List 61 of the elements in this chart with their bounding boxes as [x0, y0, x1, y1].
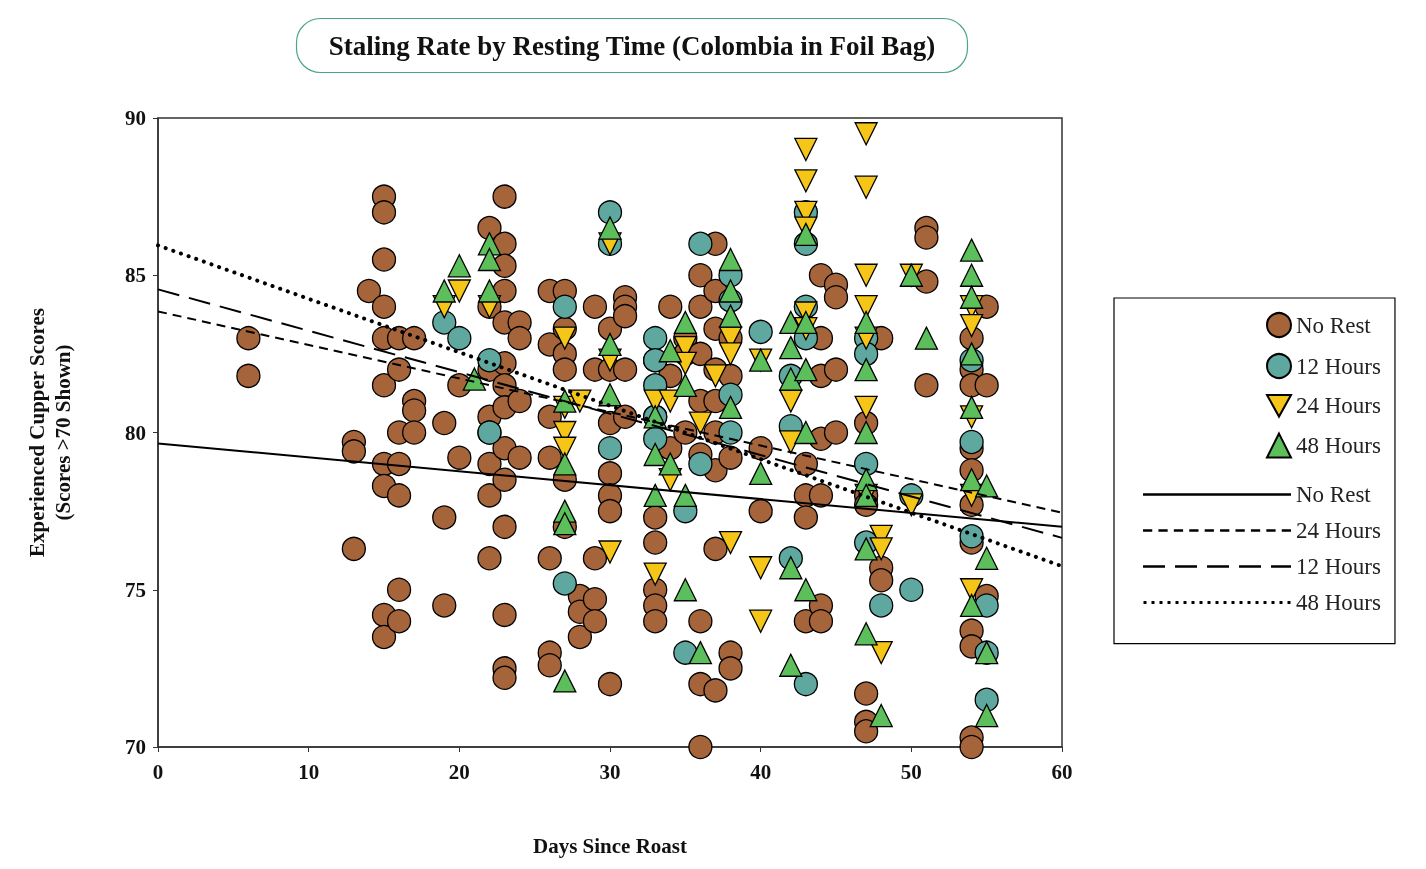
point	[869, 641, 893, 665]
point	[718, 530, 743, 555]
point	[688, 451, 713, 477]
legend-label: 24 Hours	[1296, 393, 1382, 419]
point	[643, 562, 667, 586]
point	[718, 420, 743, 445]
chart-title: Staling Rate by Resting Time (Colombia in Foil Bag)	[328, 30, 936, 61]
point	[869, 537, 893, 561]
x-tick-label: 0	[152, 759, 164, 784]
legend-label: 48 Hours	[1296, 433, 1382, 459]
point	[749, 556, 773, 580]
legend-label: 12 Hours	[1296, 554, 1382, 579]
legend-label: 12 Hours	[1296, 353, 1382, 379]
point	[793, 671, 819, 697]
point	[552, 571, 577, 596]
point	[447, 279, 471, 303]
point	[854, 263, 878, 287]
point	[597, 200, 623, 225]
point	[553, 326, 577, 350]
x-tick-label: 20	[448, 759, 470, 784]
point	[643, 426, 668, 451]
point	[974, 687, 999, 712]
x-axis-title: Days Since Roast	[532, 833, 688, 858]
point	[899, 577, 924, 602]
point	[794, 169, 818, 193]
y-tick-label: 80	[125, 420, 146, 445]
point	[688, 231, 713, 256]
legend-label: 24 Hours	[1296, 518, 1382, 543]
legend-label: No Rest	[1296, 482, 1372, 507]
y-axis-title: Experienced Cupper Scores (Scores >70 Shown)	[25, 308, 75, 557]
x-tick-label: 50	[900, 759, 922, 784]
point	[597, 436, 623, 461]
point	[749, 609, 773, 633]
x-tick-label: 40	[750, 759, 772, 784]
point	[703, 364, 728, 388]
y-tick-label: 75	[125, 577, 146, 602]
point	[643, 326, 668, 351]
point	[688, 411, 713, 435]
point	[959, 524, 984, 549]
legend-label: 48 Hours	[1296, 590, 1382, 615]
point	[854, 175, 878, 199]
x-tick-label: 10	[298, 759, 320, 784]
point	[477, 348, 502, 373]
point	[794, 137, 818, 162]
point	[779, 430, 803, 454]
point	[959, 429, 984, 455]
x-tick-label: 60	[1051, 759, 1073, 784]
point	[748, 319, 773, 344]
point	[552, 294, 577, 319]
point	[959, 313, 984, 338]
point	[854, 122, 878, 146]
point	[447, 326, 472, 351]
legend-label: No Rest	[1296, 312, 1372, 338]
y-tick-label: 90	[125, 106, 146, 130]
point	[869, 593, 894, 618]
point	[718, 342, 743, 366]
y-tick-label: 70	[125, 735, 146, 759]
point	[854, 395, 878, 419]
x-tick-label: 30	[599, 759, 621, 784]
y-tick-label: 85	[125, 263, 146, 288]
point	[598, 540, 622, 564]
